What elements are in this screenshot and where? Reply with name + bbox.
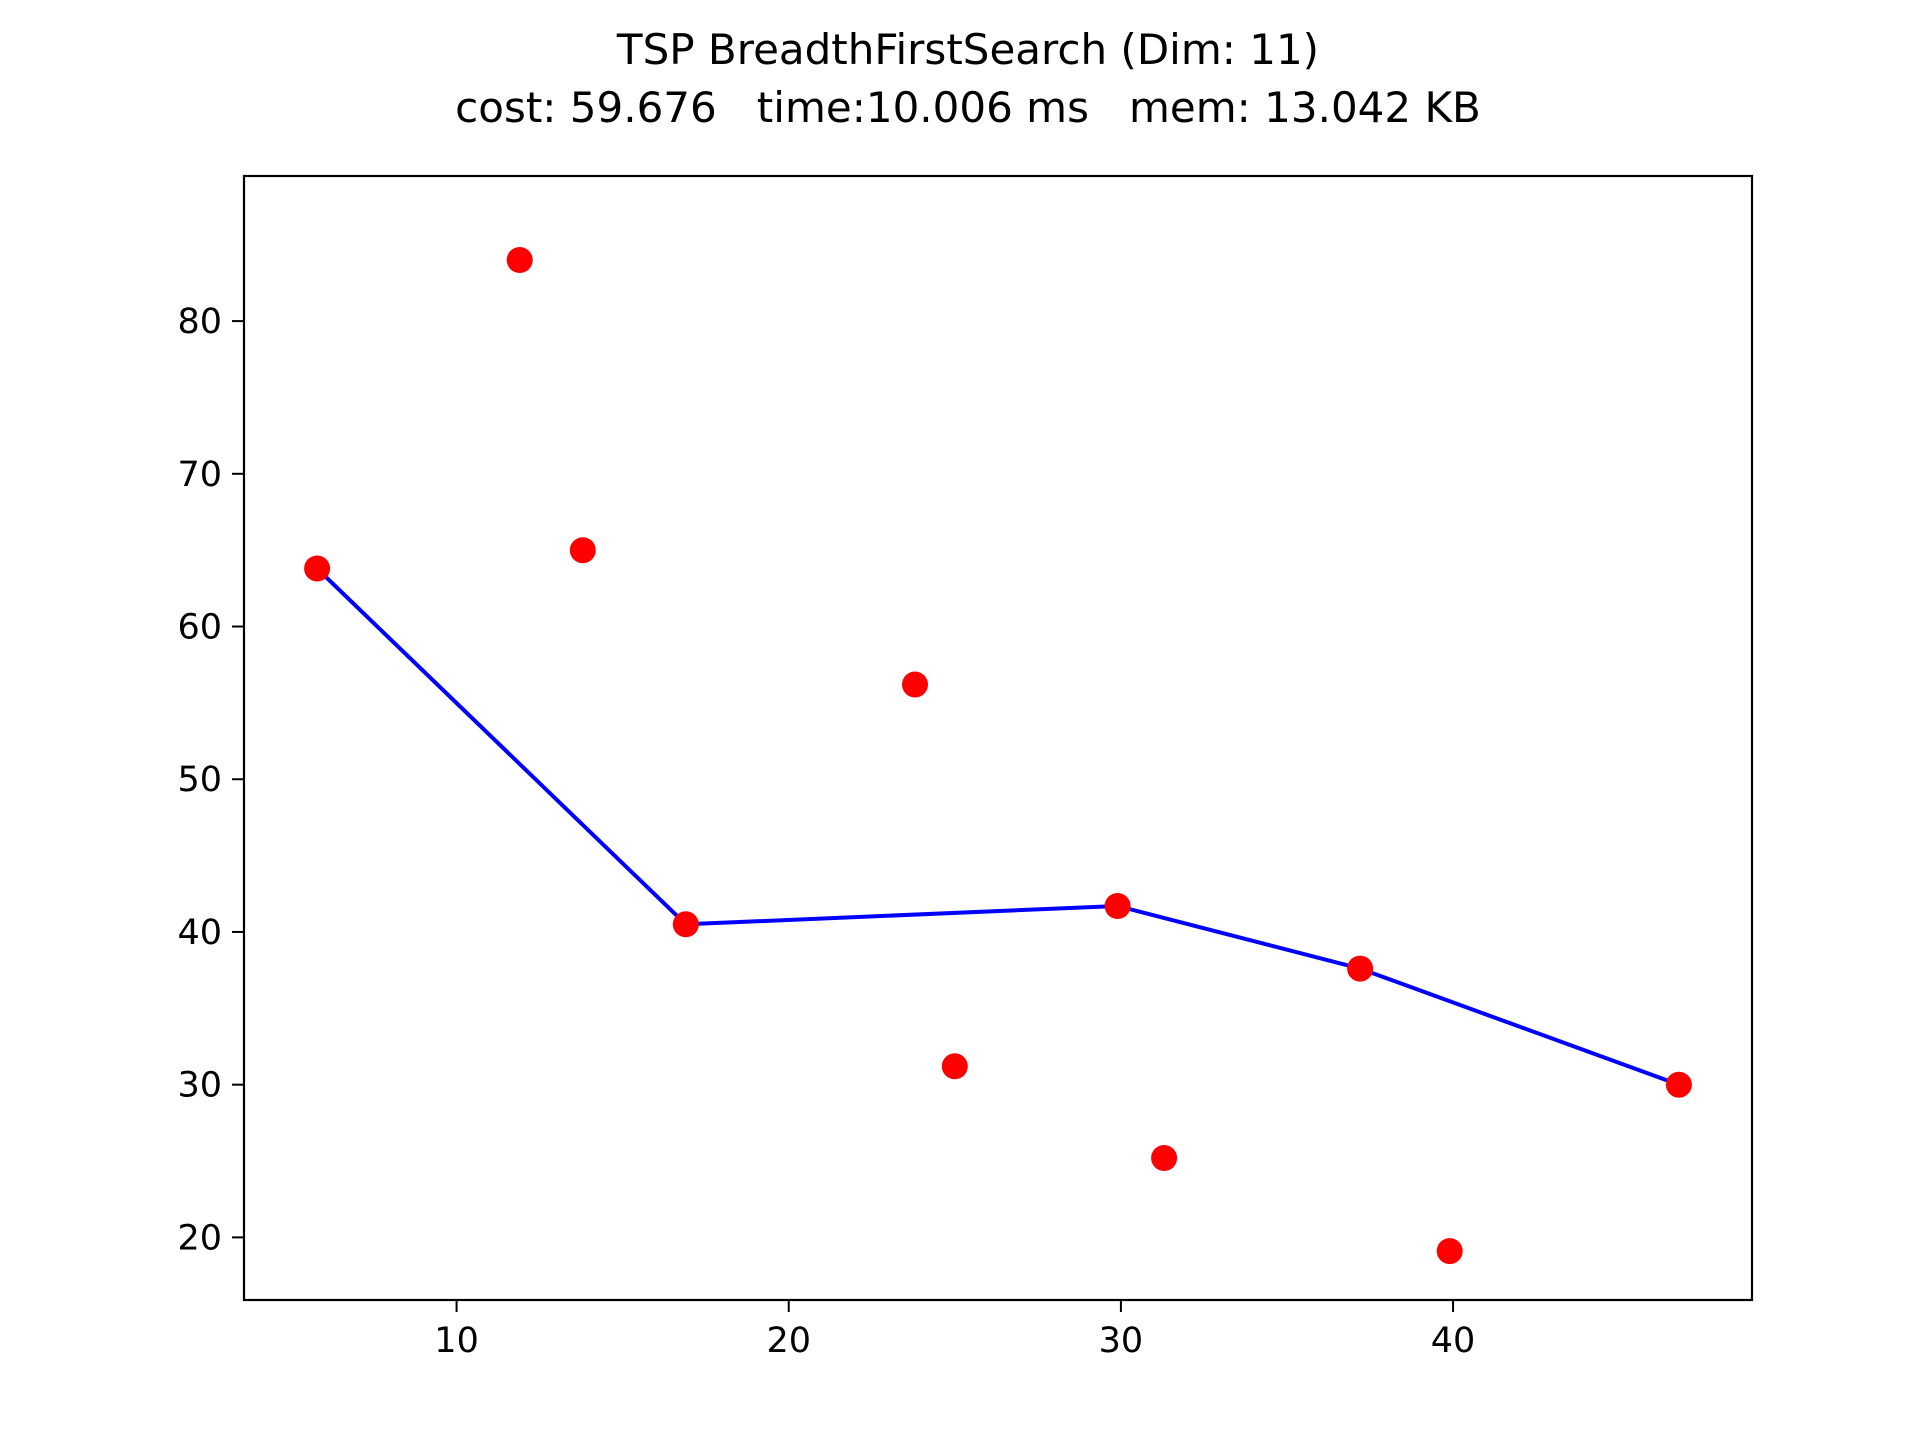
chart-subtitle-stats: cost: 59.676 time:10.006 ms mem: 13.042 … xyxy=(455,83,1481,132)
y-tick-label: 20 xyxy=(177,1218,222,1258)
y-tick-label: 70 xyxy=(177,455,222,495)
y-tick-label: 40 xyxy=(177,913,222,953)
x-tick-label: 10 xyxy=(434,1321,479,1361)
x-axis: 10 20 30 40 xyxy=(434,1300,1475,1361)
city-point xyxy=(1104,893,1131,919)
city-point xyxy=(672,911,699,938)
y-tick-label: 50 xyxy=(177,760,222,800)
city-point xyxy=(1665,1071,1692,1098)
y-tick-label: 80 xyxy=(177,302,222,342)
y-tick-label: 60 xyxy=(177,608,222,648)
city-point xyxy=(1436,1238,1463,1265)
city-point xyxy=(1347,955,1374,982)
city-point xyxy=(304,555,331,582)
city-point xyxy=(1151,1145,1178,1171)
axes-frame xyxy=(242,174,1754,1302)
x-tick-label: 30 xyxy=(1099,1321,1144,1361)
x-tick-label: 20 xyxy=(766,1321,811,1361)
y-axis: 20 30 40 50 60 70 80 xyxy=(177,302,244,1258)
y-tick-label: 30 xyxy=(177,1066,222,1106)
city-point xyxy=(902,671,928,698)
x-tick-label: 40 xyxy=(1431,1321,1476,1361)
plot-area xyxy=(304,247,1692,1265)
city-point xyxy=(941,1053,968,1080)
city-point xyxy=(506,247,533,273)
city-point xyxy=(569,537,596,564)
chart-title: TSP BreadthFirstSearch (Dim: 11) xyxy=(616,25,1319,74)
